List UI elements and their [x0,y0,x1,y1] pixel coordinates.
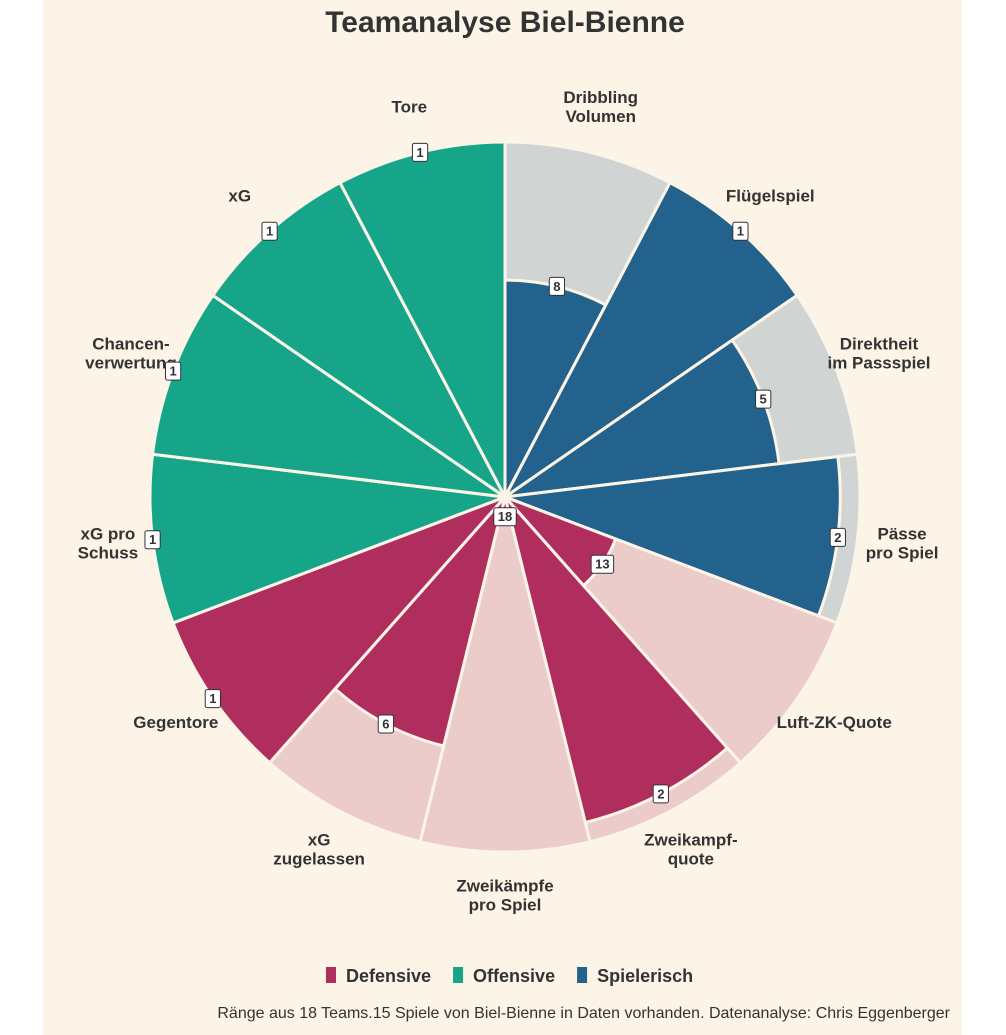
category-label: Luft-ZK-Quote [777,714,892,733]
value-label: 8 [553,279,560,294]
chart-title: Teamanalyse Biel-Bienne [325,6,685,39]
value-label-box [755,389,772,409]
category-label: xG zugelassen [273,831,365,869]
category-label: Dribbling Volumen [563,89,638,127]
value-label-group: 1 [261,221,278,241]
value-label: 13 [595,557,609,572]
value-label-group: 6 [377,714,394,734]
legend-swatch [577,967,588,983]
value-label-box [829,527,846,547]
category-label: Tore [391,98,427,117]
value-label-group: 2 [829,527,846,547]
value-label-box [261,221,278,241]
value-label-box [548,276,566,296]
caption: Ränge aus 18 Teams.15 Spiele von Biel-Bi… [217,1005,950,1022]
value-label-box [411,142,429,162]
value-label-group: 1 [204,689,221,709]
value-label-group: 13 [590,554,615,574]
value-label-box [493,507,517,527]
legend-swatch [326,967,336,983]
value-label: 5 [760,392,767,407]
value-label-group: 1 [164,361,182,381]
value-label: 1 [149,532,156,547]
value-label: 6 [382,716,389,731]
value-label-group: 18 [493,507,517,527]
value-label-group: 1 [732,221,749,241]
value-label-box [164,361,182,381]
legend-label: Spielerisch [597,966,693,986]
value-label: 1 [416,145,423,160]
value-label-box [652,784,669,804]
category-label: xG [228,187,251,206]
value-label-box [732,221,749,241]
legend-swatch [453,967,464,983]
value-label-group: 5 [755,389,772,409]
category-label: Chancen-verwertung [85,335,177,373]
value-label-group: 1 [144,530,161,550]
category-label: Zweikampf-quote [644,831,738,869]
background-wedge [418,496,592,854]
category-label: Pässe pro Spiel [866,525,939,563]
category-label: xG pro Schuss [78,525,138,563]
value-label: 1 [266,224,273,239]
value-label: 2 [657,786,664,801]
value-label-box [204,689,221,709]
category-label: Gegentore [133,714,218,733]
value-label: 18 [498,509,512,524]
value-label: 2 [834,530,841,545]
value-label: 1 [209,691,216,706]
legend-label: Offensive [473,966,555,986]
value-label-box [377,714,394,734]
value-label-group: 2 [652,784,669,804]
value-label: 1 [737,224,744,239]
value-label-box [144,530,161,550]
value-label-group: 1 [411,142,429,162]
category-label: Direktheit im Passspiel [827,335,930,373]
legend-label: Defensive [346,966,431,986]
value-label-box [590,554,615,574]
value-label-group: 8 [548,276,566,296]
category-label: Flügelspiel [726,187,815,206]
value-label: 1 [169,364,176,379]
category-label: Zweikämpfe pro Spiel [456,877,553,915]
